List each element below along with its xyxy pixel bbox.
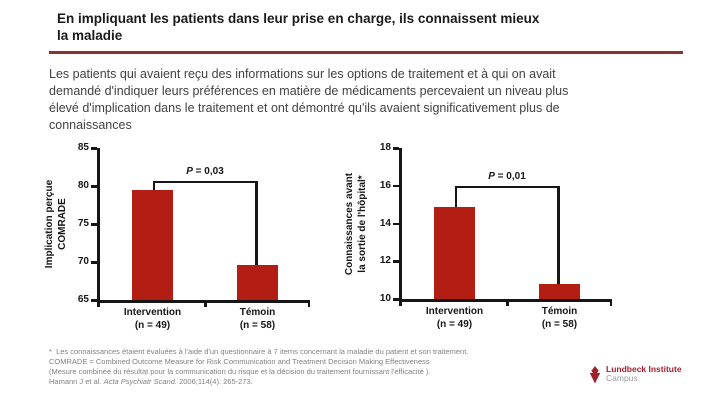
y-tick-label: 80 (77, 180, 89, 191)
y-axis-title: Connaissances avant la sortie de l'hôpit… (344, 172, 368, 275)
p-value-label: P = 0,01 (488, 170, 526, 182)
intro-text: Les patients qui avaient reçu des inform… (49, 67, 569, 132)
y-tick-label: 10 (379, 293, 391, 304)
bracket-right (255, 180, 258, 266)
page-title: En impliquant les patients dans leur pri… (57, 11, 540, 43)
y-tick-label: 18 (379, 142, 391, 153)
category-label: Intervention (n = 49) (425, 306, 484, 330)
p-symbol: P (186, 165, 193, 177)
x-tick (506, 302, 509, 306)
x-tick (307, 303, 310, 307)
title-rule (49, 51, 683, 54)
y-tick (393, 298, 399, 301)
bar (132, 189, 173, 300)
y-tick (393, 260, 399, 263)
y-tick (91, 223, 97, 226)
y-tick (91, 299, 97, 302)
x-tick (204, 303, 207, 307)
bracket-left (152, 180, 155, 190)
y-tick-label: 12 (379, 255, 391, 267)
y-tick-label: 75 (77, 218, 89, 229)
citation-authors: Hamann J et al. (49, 377, 104, 386)
y-tick (393, 222, 399, 225)
bar (539, 283, 580, 299)
citation-journal: Acta Psychiatr Scand. (103, 377, 177, 386)
p-symbol: P (488, 170, 495, 182)
footnote-line: COMRADE = Combined Outcome Measure for R… (49, 357, 430, 366)
y-tick (91, 261, 97, 264)
x-axis (97, 300, 310, 303)
footnotes: * Les connaissances étaient évaluées à l… (49, 347, 589, 387)
x-axis (399, 299, 612, 302)
x-tick (97, 303, 100, 307)
bracket-left (454, 185, 457, 207)
y-axis-title: Implication perçue COMRADE (44, 179, 68, 269)
bar (237, 265, 278, 300)
footnote-line: (Mesure combinée du résultat pour la com… (49, 367, 431, 376)
y-axis (399, 148, 402, 302)
y-tick-label: 85 (77, 142, 89, 153)
y-tick (393, 147, 399, 150)
y-tick (91, 147, 97, 150)
footnote-line: * Les connaissances étaient évaluées à l… (49, 347, 469, 356)
category-label: Intervention (n = 49) (123, 307, 182, 331)
logo-brand-text: Lundbeck Institute (606, 364, 682, 374)
bracket-horizontal (152, 180, 258, 184)
bar (434, 206, 475, 299)
category-label: Témoin (n = 58) (239, 307, 276, 331)
category-label: Témoin (n = 58) (541, 306, 578, 330)
y-tick (393, 184, 399, 188)
logo-sub-text: Campus (606, 373, 638, 383)
citation-issue: 2006;114(4): 265-273. (176, 377, 253, 386)
y-tick (91, 185, 97, 188)
lundbeck-star-icon (589, 366, 601, 384)
x-tick (609, 302, 612, 306)
x-tick (399, 302, 402, 306)
y-tick-label: 65 (77, 294, 89, 305)
y-axis (97, 148, 100, 303)
y-tick-label: 16 (379, 179, 391, 191)
bracket-right (557, 185, 560, 284)
citation: Hamann J et al. Acta Psychiatr Scand. 20… (49, 377, 589, 387)
y-tick-label: 14 (379, 217, 391, 229)
y-tick-label: 70 (77, 256, 89, 267)
bracket-horizontal (454, 185, 560, 189)
p-value-label: P = 0,03 (186, 165, 224, 177)
lundbeck-logo: Lundbeck Institute Campus (588, 365, 682, 384)
